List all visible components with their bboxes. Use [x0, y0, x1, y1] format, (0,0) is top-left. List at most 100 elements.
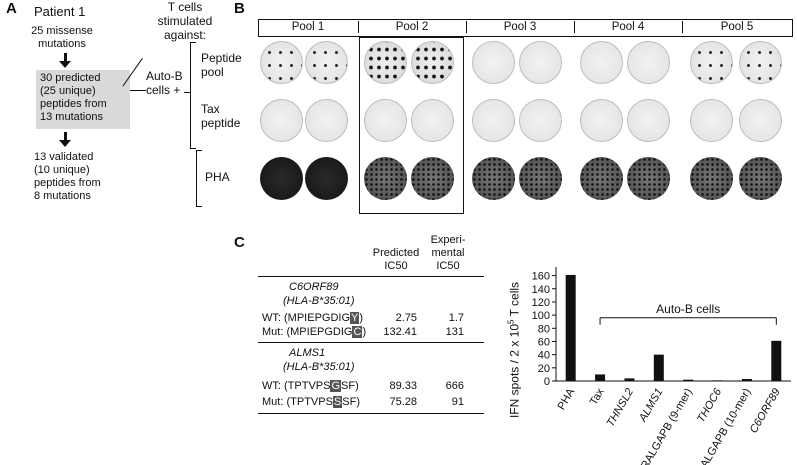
well — [519, 99, 562, 142]
bar — [683, 379, 694, 381]
peptide-seq: (TPTVPS — [284, 380, 331, 392]
row-label: WT: — [262, 312, 281, 324]
well — [411, 99, 454, 142]
well — [739, 99, 782, 142]
bar — [653, 354, 664, 381]
stim-header-3: against: — [163, 28, 207, 42]
alms-wt-pred: 89.33 — [389, 380, 417, 392]
well — [305, 157, 348, 200]
validated-line1: 13 validated — [34, 151, 94, 163]
panel-a-letter: A — [6, 0, 17, 17]
y-tick-label: 100 — [532, 310, 550, 322]
col-predicted-2: IC50 — [384, 260, 408, 272]
row-label: Mut: — [262, 326, 284, 338]
row-label-tax-2: peptide — [201, 116, 241, 130]
arrow-shaft-2 — [64, 132, 67, 141]
well — [411, 41, 454, 84]
c6-wt-pred: 2.75 — [395, 312, 417, 324]
well — [690, 157, 733, 200]
peptide-seq-tail: SF) — [342, 396, 360, 408]
y-tick-label: 160 — [532, 271, 550, 283]
well — [580, 99, 623, 142]
gene-c6orf89: C6ORF89 — [289, 281, 339, 293]
well — [472, 99, 515, 142]
alms-mut-pred: 75.28 — [389, 396, 417, 408]
y-tick-label: 80 — [538, 323, 550, 335]
well — [364, 99, 407, 142]
arrow-shaft-1 — [64, 53, 67, 62]
gene-alms1: ALMS1 — [289, 347, 326, 359]
table-rule-top — [258, 276, 484, 277]
peptide-seq-tail: SF) — [341, 380, 359, 392]
well — [260, 99, 303, 142]
predicted-line1: 30 predicted — [40, 72, 101, 84]
c6-mut-row: Mut: (MPIEPGDIGC) — [262, 326, 366, 339]
c6-mut-exp: 131 — [445, 326, 464, 338]
y-axis-label-sup: 5 — [506, 319, 516, 324]
bar — [712, 380, 723, 381]
row-label-tax-1: Tax — [201, 102, 220, 116]
well — [364, 157, 407, 200]
row-label: WT: — [262, 380, 281, 392]
missense-line2: mutations — [38, 38, 86, 50]
hla-alms1: (HLA-B*35:01) — [283, 361, 355, 373]
predicted-line3: peptides from — [40, 98, 107, 110]
well — [519, 157, 562, 200]
x-tick-label: ALMS1 — [636, 387, 665, 425]
bar — [741, 379, 752, 381]
well — [739, 41, 782, 84]
well — [690, 99, 733, 142]
y-tick-label: 0 — [544, 376, 550, 388]
mutated-residue: Y — [350, 312, 360, 324]
autob-line1: Auto-B — [146, 69, 183, 83]
col-experimental-3: IC50 — [436, 260, 460, 272]
auto-b-label: Auto-B cells — [656, 302, 720, 316]
stim-header-1: T cells — [167, 0, 203, 14]
well — [739, 157, 782, 200]
well — [580, 41, 623, 84]
predicted-box — [36, 70, 130, 129]
pool-header-2: Pool 2 — [358, 21, 467, 33]
well — [364, 41, 407, 84]
x-tick-label: PHA — [556, 386, 578, 412]
x-tick-label: THOC6 — [695, 386, 724, 425]
peptide-seq: (TPTVPS — [286, 396, 333, 408]
pool-header-4: Pool 4 — [574, 21, 683, 33]
pool-2-frame — [359, 37, 464, 214]
x-tick-label: C6ORF89 — [748, 387, 783, 436]
y-tick-label: 140 — [532, 284, 550, 296]
row-label-peptide-2: pool — [201, 65, 224, 79]
pool-header-3: Pool 3 — [466, 21, 575, 33]
peptide-seq-tail: ) — [362, 326, 367, 338]
bar — [771, 340, 782, 381]
y-tick-label: 40 — [538, 350, 550, 362]
alms-wt-row: WT: (TPTVPSGSF) — [262, 380, 359, 393]
well — [305, 99, 348, 142]
well — [627, 41, 670, 84]
well — [627, 99, 670, 142]
alms-mut-row: Mut: (TPTVPSSSF) — [262, 396, 360, 409]
validated-line4: 8 mutations — [34, 190, 91, 202]
validated-line2: (10 unique) — [34, 164, 90, 176]
c6-mut-pred: 132.41 — [383, 326, 417, 338]
table-rule-mid — [258, 342, 484, 343]
mutated-residue: S — [332, 396, 343, 408]
well — [690, 41, 733, 84]
pha-bracket — [196, 150, 197, 206]
predicted-line4: 13 mutations — [40, 111, 103, 123]
c6-wt-row: WT: (MPIEPGDIGY) — [262, 312, 363, 325]
autob-line2: cells + — [146, 83, 181, 97]
y-tick-label: 20 — [538, 363, 550, 375]
patient-title: Patient 1 — [34, 4, 86, 19]
mutated-residue: G — [330, 380, 342, 392]
peptide-seq: (MPIEPGDIG — [286, 326, 353, 338]
col-predicted-1: Predicted — [372, 247, 420, 259]
autob-bracket — [190, 42, 191, 148]
c6-wt-exp: 1.7 — [448, 312, 464, 324]
down-arrow-icon — [59, 61, 71, 68]
well — [260, 41, 303, 84]
row-label-pha: PHA — [205, 170, 230, 184]
bar — [565, 274, 576, 381]
well — [472, 41, 515, 84]
